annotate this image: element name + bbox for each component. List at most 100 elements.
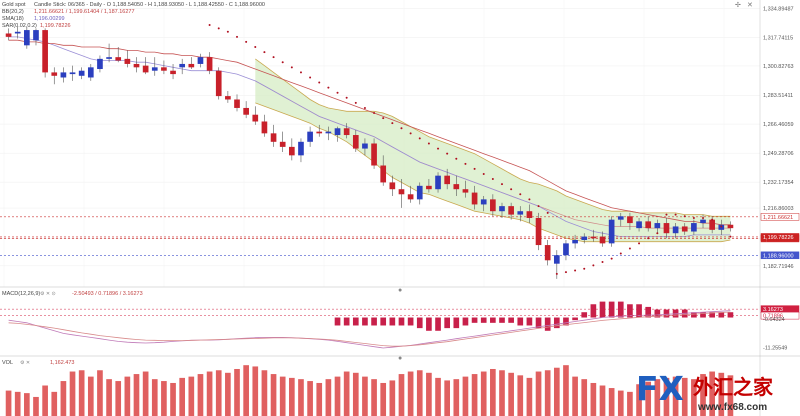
candle [288, 138, 295, 161]
volume-value: 1,162.473 [50, 360, 74, 366]
crosshair-icon[interactable]: ✢ [735, 1, 741, 9]
candle [508, 202, 514, 220]
sar-dot [363, 106, 366, 109]
volume-bar [544, 370, 551, 416]
volume-bar [215, 370, 222, 416]
candle [727, 221, 734, 232]
candle [444, 168, 451, 190]
volume-bar [24, 393, 30, 416]
macd-bar [371, 317, 377, 326]
macd-bar [636, 304, 642, 318]
candle [343, 123, 350, 139]
sar-dot [236, 35, 239, 38]
sar-dot [226, 30, 229, 33]
sar-dot [528, 198, 531, 201]
macd-settings-icon[interactable]: ⚙ ✕ ⊙ [40, 291, 56, 297]
candle [60, 67, 67, 83]
macd-bar [444, 317, 451, 329]
sar-dot [647, 237, 650, 240]
volume-bar [681, 377, 688, 416]
candle [78, 67, 85, 80]
macd-tick-label: -11.25549 [763, 345, 787, 351]
sar-dot [482, 172, 485, 175]
volume-bar [691, 379, 697, 416]
candle [462, 180, 469, 198]
candle [243, 101, 249, 119]
volume-bar [672, 376, 679, 416]
sar-dot [254, 46, 257, 49]
sar-dot [665, 213, 668, 216]
volume-bar [608, 388, 615, 416]
volume-bar [170, 382, 176, 416]
candle [426, 179, 432, 193]
volume-label: VOL [2, 360, 13, 366]
macd-bar [645, 306, 652, 318]
sar-dot [619, 252, 622, 255]
volume-settings-icon[interactable]: ⚙ ✕ [20, 360, 30, 366]
sar-dot [711, 218, 714, 221]
volume-bar [490, 368, 496, 416]
price-marker-tag-label: 1,199.78226 [763, 235, 794, 241]
sar-dot [391, 122, 394, 125]
volume-bar [416, 370, 423, 416]
candle [142, 57, 149, 75]
sar-dot [345, 96, 348, 99]
candle [581, 233, 588, 244]
close-icon[interactable]: ✕ [747, 2, 753, 9]
sar-dot [400, 127, 403, 130]
macd-bar [590, 304, 597, 318]
macd-bar [581, 312, 588, 318]
macd-tick-label: 3.16273 [763, 307, 783, 313]
volume-bar [380, 382, 387, 416]
macd-bar [416, 317, 423, 329]
volume-bar [5, 390, 12, 416]
price-tick-label: 1,300.82763 [763, 64, 794, 70]
panel-divider-handle-icon[interactable]: ● [398, 287, 402, 294]
sar-dot [437, 147, 440, 150]
volume-bar [581, 379, 588, 416]
volume-bar [553, 367, 560, 416]
volume-bar [718, 372, 725, 416]
price-marker-tag [760, 213, 800, 221]
candle [544, 239, 551, 266]
volume-bar [133, 374, 140, 416]
sar-dot [510, 188, 513, 191]
macd-bar [480, 317, 487, 323]
sar-dot [674, 213, 677, 216]
candle [334, 126, 341, 142]
sar-dot [464, 162, 467, 165]
macd-bar [544, 317, 551, 331]
candle [681, 223, 688, 235]
candle [33, 28, 39, 46]
macd-signal-line [8, 311, 731, 347]
candle [654, 219, 661, 234]
macd-bar [343, 317, 350, 326]
candle [352, 129, 359, 152]
candle [398, 179, 405, 208]
panel-divider-handle-icon-2[interactable]: ● [398, 355, 402, 362]
candle [471, 185, 478, 210]
volume-bar [115, 381, 122, 416]
macd-bar [407, 317, 414, 326]
watermark-cn-text: 外汇之家 [693, 375, 774, 399]
candle [24, 26, 30, 49]
candle [206, 52, 213, 75]
price-marker-tag [760, 251, 800, 260]
volume-bar [161, 381, 167, 416]
volume-bar [225, 372, 231, 416]
macd-bar [663, 309, 670, 318]
sar-dot [217, 27, 220, 30]
candle [599, 231, 606, 247]
ohlc-label: Candle Stick: 06/365 - Daily - O 1,188.5… [34, 2, 265, 8]
candle [115, 47, 122, 63]
volume-bar [590, 382, 597, 416]
bb-label: BB(20,2) [2, 9, 24, 15]
sar-dot [473, 167, 476, 170]
price-panel: Gold spot Candle Stick: 06/365 - Daily -… [0, 0, 760, 362]
volume-bar [654, 379, 661, 416]
volume-bar [636, 384, 642, 416]
volume-bar [526, 377, 533, 416]
candle [645, 216, 652, 232]
volume-bar [151, 379, 158, 416]
